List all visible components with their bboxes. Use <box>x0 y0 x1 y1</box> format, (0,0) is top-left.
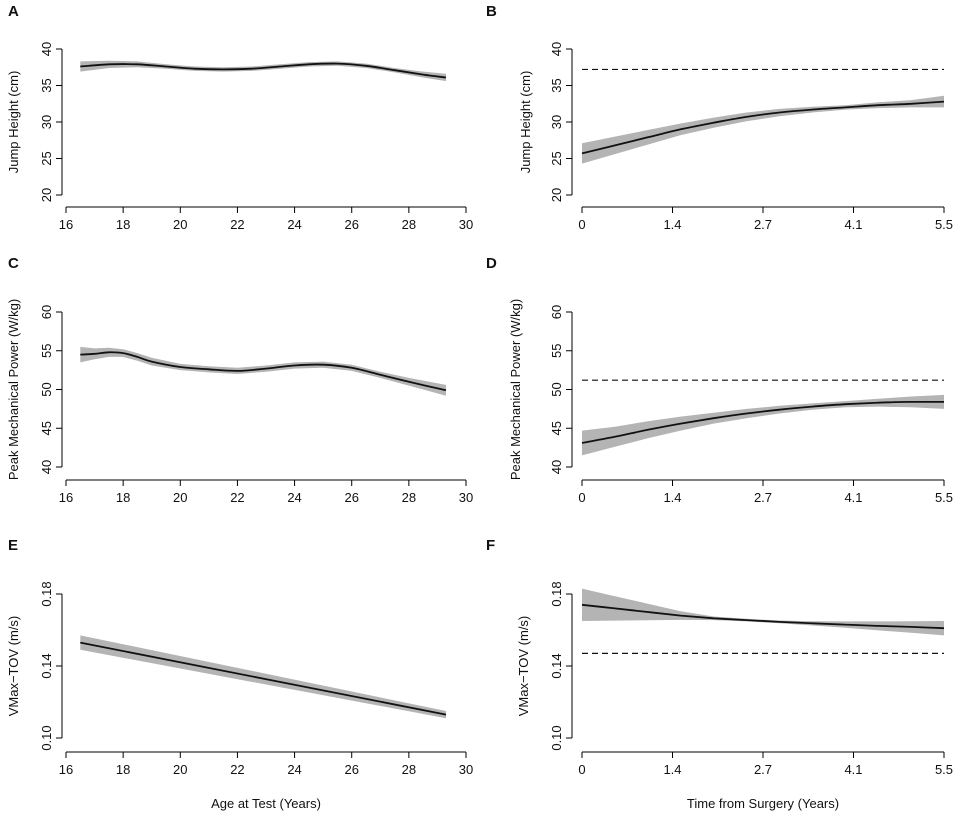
y-tick-label-f: 0.14 <box>549 653 564 678</box>
y-tick-label-a: 30 <box>39 115 54 129</box>
x-tick-label-b: 2.7 <box>754 217 772 232</box>
x-tick-label-c: 28 <box>402 490 416 505</box>
fit-line-a <box>80 62 447 79</box>
y-axis-title-b: Jump Height (cm) <box>518 71 533 174</box>
y-axis-title-f: VMax−TOV (m/s) <box>516 616 531 717</box>
x-tick-label-a: 18 <box>116 217 130 232</box>
y-tick-label-c: 45 <box>39 421 54 435</box>
fit-line-d <box>581 400 945 444</box>
panel-c: C 40 45 50 55 60 Peak Mechanical Power (W/kg) 1… <box>6 255 473 505</box>
x-tick-label-b: 1.4 <box>663 217 681 232</box>
panel-d: D 40 45 50 55 60 Peak Mechanical Power (W/kg) 0… <box>486 255 953 505</box>
x-tick-label-f: 4.1 <box>844 762 862 777</box>
x-tick-label-a: 24 <box>287 217 301 232</box>
y-tick-label-a: 20 <box>39 188 54 202</box>
panel-letter-f: F <box>486 537 495 554</box>
panel-letter-b: B <box>486 3 497 20</box>
x-tick-label-d: 5.5 <box>935 490 953 505</box>
y-axis-title-c: Peak Mechanical Power (W/kg) <box>6 299 21 480</box>
x-tick-label-c: 20 <box>173 490 187 505</box>
x-tick-label-c: 26 <box>344 490 358 505</box>
y-tick-label-e: 0.18 <box>39 581 54 606</box>
y-tick-label-c: 40 <box>39 460 54 474</box>
x-tick-label-e: 24 <box>287 762 301 777</box>
y-tick-label-f: 0.18 <box>549 581 564 606</box>
y-tick-label-b: 20 <box>549 188 564 202</box>
x-tick-label-e: 16 <box>59 762 73 777</box>
x-tick-label-e: 26 <box>344 762 358 777</box>
x-tick-label-d: 1.4 <box>663 490 681 505</box>
confidence-band-a <box>80 60 447 82</box>
y-tick-label-b: 30 <box>549 115 564 129</box>
x-tick-label-e: 18 <box>116 762 130 777</box>
x-tick-label-f: 1.4 <box>663 762 681 777</box>
y-tick-label-b: 35 <box>549 78 564 92</box>
x-tick-label-e: 30 <box>459 762 473 777</box>
x-tick-label-d: 2.7 <box>754 490 772 505</box>
x-tick-label-e: 28 <box>402 762 416 777</box>
y-tick-label-e: 0.10 <box>39 725 54 750</box>
confidence-band-b <box>582 95 944 164</box>
panel-f: F 0.10 0.14 0.18 VMax−TOV (m/s) 0 1.4 2.7 4.1 5.5… <box>486 537 953 811</box>
x-tick-label-a: 30 <box>459 217 473 232</box>
confidence-band-c <box>80 346 447 396</box>
x-axis-title-e: Age at Test (Years) <box>211 796 321 811</box>
confidence-band-d <box>582 394 944 456</box>
y-axis-title-a: Jump Height (cm) <box>6 71 21 174</box>
fit-line-f <box>581 603 945 630</box>
x-tick-label-c: 18 <box>116 490 130 505</box>
x-tick-label-f: 5.5 <box>935 762 953 777</box>
x-tick-label-f: 0 <box>578 762 585 777</box>
y-tick-label-e: 0.14 <box>39 653 54 678</box>
y-axis-title-d: Peak Mechanical Power (W/kg) <box>508 299 523 480</box>
y-tick-label-d: 60 <box>549 305 564 319</box>
x-tick-label-a: 22 <box>230 217 244 232</box>
panel-b: B 20 25 30 35 40 Jump Height (cm) 0 1.4 2.7 4.1 5.5 <box>486 3 953 232</box>
fit-line-e <box>80 641 447 716</box>
fit-line-c <box>80 351 447 392</box>
x-tick-label-b: 5.5 <box>935 217 953 232</box>
y-tick-label-b: 40 <box>549 42 564 56</box>
x-tick-label-a: 26 <box>344 217 358 232</box>
y-tick-label-d: 40 <box>549 460 564 474</box>
x-tick-label-e: 22 <box>230 762 244 777</box>
y-tick-label-c: 50 <box>39 382 54 396</box>
x-tick-label-b: 4.1 <box>844 217 862 232</box>
x-tick-label-a: 20 <box>173 217 187 232</box>
y-tick-label-c: 60 <box>39 305 54 319</box>
x-tick-label-a: 28 <box>402 217 416 232</box>
panel-a: A 20 25 30 35 40 Jump Height (cm) 16 18 20 22 24 26 2… <box>6 3 473 232</box>
x-tick-label-b: 0 <box>578 217 585 232</box>
confidence-band-f <box>582 588 944 636</box>
panel-letter-c: C <box>8 255 19 272</box>
y-tick-label-a: 40 <box>39 42 54 56</box>
x-tick-label-d: 4.1 <box>844 490 862 505</box>
x-tick-label-d: 0 <box>578 490 585 505</box>
y-tick-label-d: 45 <box>549 421 564 435</box>
y-tick-label-c: 55 <box>39 344 54 358</box>
panel-letter-e: E <box>8 537 18 554</box>
y-tick-label-f: 0.10 <box>549 725 564 750</box>
y-axis-title-e: VMax−TOV (m/s) <box>6 616 21 717</box>
y-tick-label-b: 25 <box>549 151 564 165</box>
x-tick-label-c: 24 <box>287 490 301 505</box>
x-tick-label-c: 22 <box>230 490 244 505</box>
fit-line-b <box>581 100 945 155</box>
y-tick-label-d: 50 <box>549 382 564 396</box>
x-tick-label-e: 20 <box>173 762 187 777</box>
panel-e: E 0.10 0.14 0.18 VMax−TOV (m/s) 16 18 20 22 24 26 2… <box>6 537 473 811</box>
panel-letter-a: A <box>8 3 19 20</box>
x-tick-label-c: 30 <box>459 490 473 505</box>
y-tick-label-d: 55 <box>549 344 564 358</box>
confidence-band-e <box>80 635 447 719</box>
x-axis-title-f: Time from Surgery (Years) <box>687 796 839 811</box>
panel-letter-d: D <box>486 255 497 272</box>
x-tick-label-f: 2.7 <box>754 762 772 777</box>
y-tick-label-a: 25 <box>39 151 54 165</box>
x-tick-label-c: 16 <box>59 490 73 505</box>
y-tick-label-a: 35 <box>39 78 54 92</box>
x-tick-label-a: 16 <box>59 217 73 232</box>
